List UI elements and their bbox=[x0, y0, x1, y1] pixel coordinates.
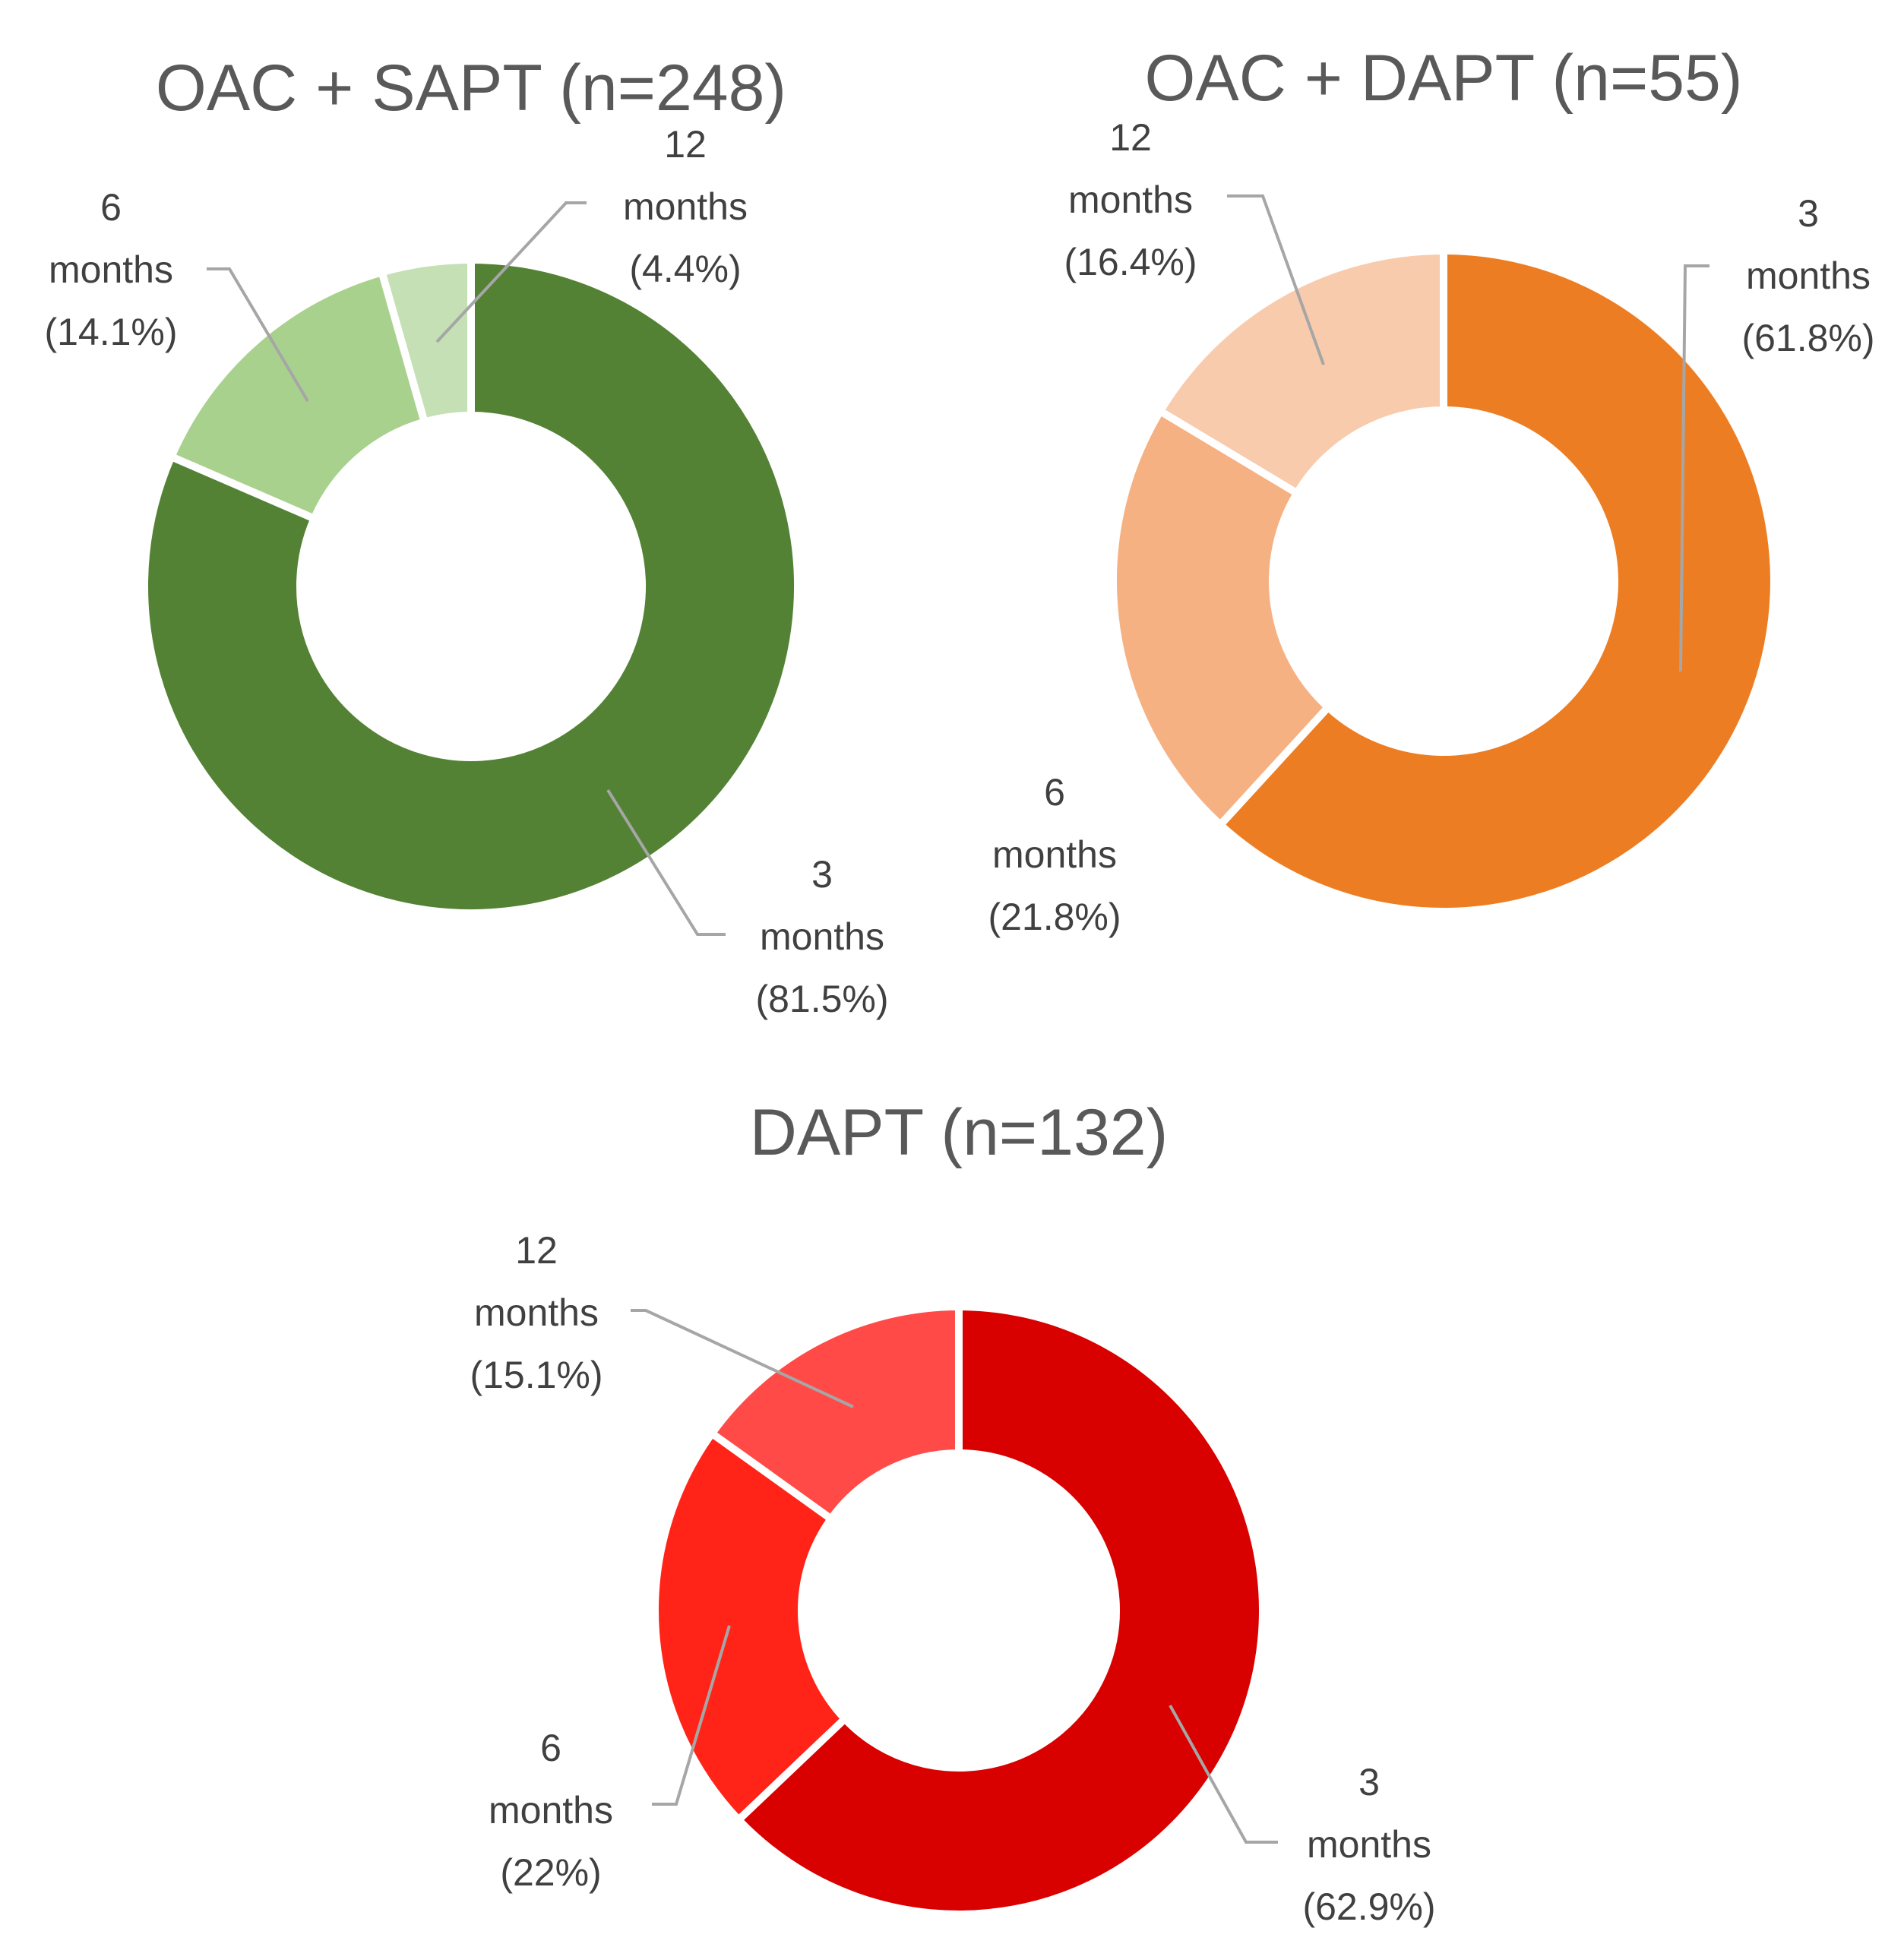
slice-label-oac-sapt-1: 6 months (14.1%) bbox=[44, 186, 177, 353]
leader-line-dapt-1 bbox=[652, 1625, 731, 1806]
slice-label-oac-dapt-2: 12 months (16.4%) bbox=[1064, 116, 1197, 283]
slice-label-dapt-2: 12 months (15.1%) bbox=[470, 1229, 603, 1396]
slice-label-line-line1: 12 bbox=[515, 1229, 558, 1272]
slice-label-line-line1: 3 bbox=[811, 853, 833, 896]
donut-slice-oac-dapt-2 bbox=[1155, 246, 1447, 499]
donut-slice-oac-sapt-0 bbox=[141, 255, 802, 917]
chart-title-oac-sapt: OAC + SAPT (n=248) bbox=[156, 52, 786, 125]
slice-label-dapt-0: 3 months (62.9%) bbox=[1302, 1761, 1435, 1928]
leader-line-dapt-2 bbox=[631, 1309, 854, 1408]
slice-label-oac-sapt-0: 3 months (81.5%) bbox=[755, 853, 888, 1020]
slice-label-line-line2: months bbox=[760, 915, 884, 958]
slice-label-oac-dapt-1: 6 months (21.8%) bbox=[988, 771, 1121, 938]
donut-slice-dapt-2 bbox=[706, 1302, 963, 1525]
slice-label-line-line3: (15.1%) bbox=[470, 1354, 603, 1396]
slice-label-line-line3: (16.4%) bbox=[1064, 241, 1197, 283]
slice-label-dapt-1: 6 months (22%) bbox=[489, 1727, 613, 1894]
chart-oac-sapt: OAC + SAPT (n=248) 3 months (81.5%) 6 months… bbox=[44, 52, 888, 1020]
leader-line-oac-sapt-0 bbox=[606, 789, 726, 936]
donut-slice-dapt-0 bbox=[733, 1302, 1267, 1918]
slice-label-line-line3: (62.9%) bbox=[1302, 1885, 1435, 1928]
chart-title-dapt: DAPT (n=132) bbox=[750, 1096, 1169, 1169]
slice-label-line-line1: 12 bbox=[1109, 116, 1152, 159]
slice-label-line-line3: (14.1%) bbox=[44, 311, 177, 353]
slice-label-line-line1: 3 bbox=[1798, 192, 1819, 235]
slice-label-line-line1: 6 bbox=[1044, 771, 1065, 814]
slice-label-line-line1: 12 bbox=[664, 123, 707, 166]
slice-label-line-line2: months bbox=[623, 185, 748, 228]
slice-label-line-line2: months bbox=[49, 248, 173, 291]
slice-label-line-line2: months bbox=[992, 833, 1117, 876]
slice-label-line-line3: (4.4%) bbox=[629, 248, 741, 290]
leader-line-oac-sapt-1 bbox=[207, 267, 309, 403]
donut-slice-oac-sapt-1 bbox=[166, 267, 429, 524]
slice-label-line-line3: (22%) bbox=[500, 1851, 601, 1894]
donut-slice-oac-dapt-0 bbox=[1215, 246, 1778, 915]
slice-label-line-line3: (21.8%) bbox=[988, 896, 1121, 938]
chart-title-oac-dapt: OAC + DAPT (n=55) bbox=[1144, 42, 1742, 115]
leader-line-oac-dapt-2 bbox=[1227, 194, 1325, 365]
slice-label-line-line2: months bbox=[474, 1291, 599, 1334]
slice-label-line-line1: 6 bbox=[100, 186, 122, 229]
chart-dapt: DAPT (n=132) 3 months (62.9%) 6 months (22%) 1… bbox=[470, 1096, 1435, 1928]
leader-line-oac-sapt-2 bbox=[435, 201, 587, 343]
slice-label-oac-sapt-2: 12 months (4.4%) bbox=[623, 123, 748, 290]
leader-line-oac-dapt-0 bbox=[1679, 264, 1709, 672]
chart-oac-dapt: OAC + DAPT (n=55) 3 months (61.8%) 6 months (… bbox=[988, 42, 1874, 938]
donut-slice-dapt-1 bbox=[651, 1427, 851, 1825]
slice-label-line-line3: (61.8%) bbox=[1741, 317, 1874, 359]
slice-label-line-line1: 3 bbox=[1358, 1761, 1380, 1803]
slice-label-line-line2: months bbox=[1068, 179, 1193, 221]
slice-label-line-line2: months bbox=[1746, 254, 1871, 297]
donut-slice-oac-dapt-1 bbox=[1109, 406, 1334, 830]
slice-label-oac-dapt-0: 3 months (61.8%) bbox=[1741, 192, 1874, 359]
slice-label-line-line3: (81.5%) bbox=[755, 978, 888, 1020]
slice-label-line-line2: months bbox=[1307, 1823, 1431, 1866]
slice-label-line-line2: months bbox=[489, 1789, 613, 1832]
slice-label-line-line1: 6 bbox=[540, 1727, 561, 1769]
leader-line-dapt-0 bbox=[1169, 1705, 1278, 1844]
